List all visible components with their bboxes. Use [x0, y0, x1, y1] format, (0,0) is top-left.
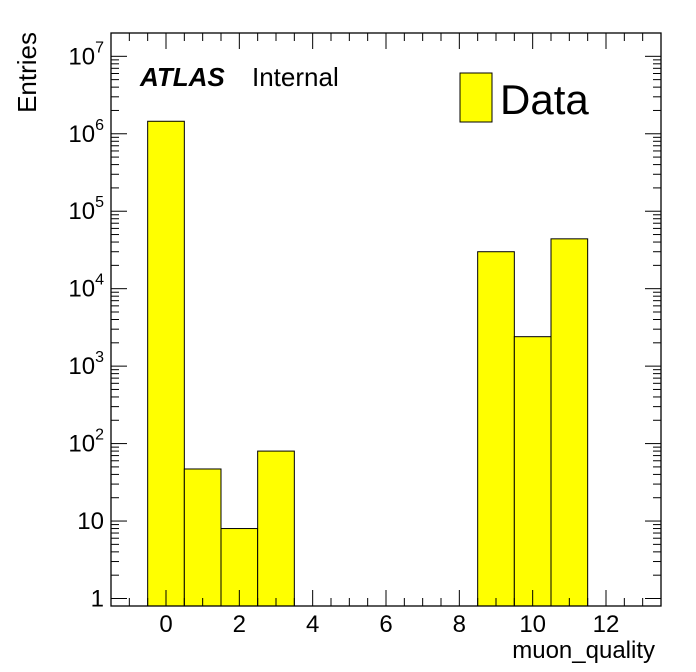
x-tick-labels: 0 2 4 6 8 10 12: [159, 611, 619, 638]
y-tick-label: 105: [68, 194, 104, 225]
plot-frame: [110, 32, 662, 607]
y-tick-label: 106: [68, 117, 104, 148]
y-tick-label: 104: [68, 272, 104, 303]
legend-label: Data: [500, 76, 589, 123]
histogram-bar: [477, 251, 515, 607]
y-tick-label: 10: [77, 508, 104, 535]
histogram-bars: [147, 120, 589, 607]
y-axis-label: Entries: [12, 32, 42, 113]
y-tick-label: 107: [68, 39, 104, 70]
x-tick-label: 4: [306, 611, 319, 638]
legend: Data: [459, 72, 589, 123]
x-tick-label: 6: [379, 611, 392, 638]
y-tick-label: 1: [91, 585, 104, 612]
y-tick-label: 102: [68, 427, 104, 458]
x-tick-label: 2: [233, 611, 246, 638]
histogram-bar: [183, 468, 222, 607]
histogram-bar: [550, 238, 589, 607]
y-tick-labels: 1 10 102 103 104 105 106 107: [68, 39, 104, 612]
x-tick-label: 0: [159, 611, 172, 638]
legend-swatch: [459, 72, 493, 123]
y-tick-label: 103: [68, 349, 104, 380]
atlas-label: ATLAS: [139, 62, 225, 92]
x-tick-label: 10: [519, 611, 546, 638]
histogram-bar: [220, 528, 259, 607]
histogram-bar: [513, 336, 552, 607]
histogram-bar: [147, 120, 185, 607]
x-tick-label: 8: [453, 611, 466, 638]
x-axis-label: muon_quality: [512, 637, 655, 664]
histogram-bar: [257, 450, 295, 607]
x-tick-label: 12: [593, 611, 620, 638]
atlas-sublabel: Internal: [252, 62, 339, 92]
